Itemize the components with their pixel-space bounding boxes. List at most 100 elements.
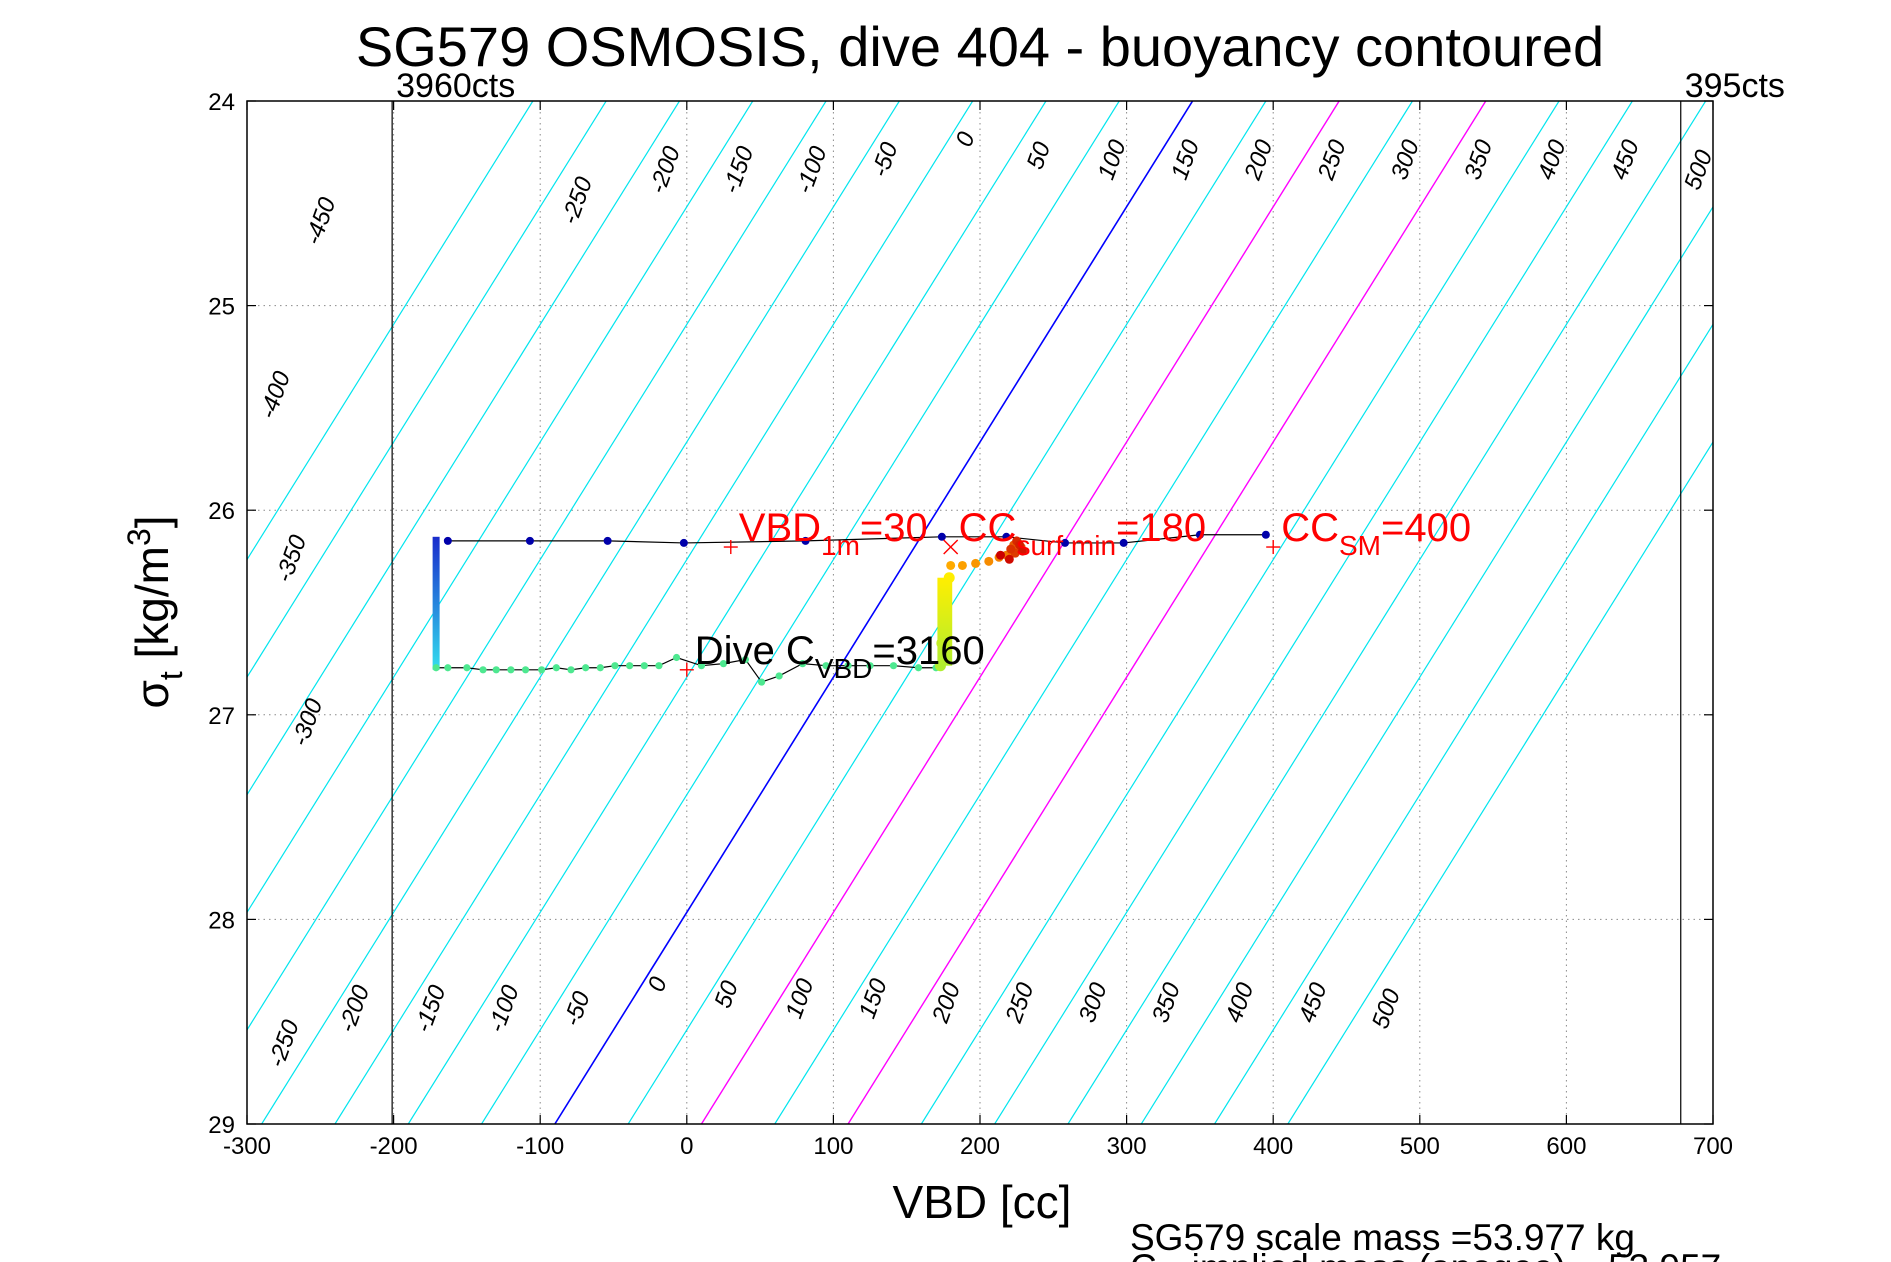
contour-label-top: 450 — [1606, 136, 1645, 183]
x-axis-ticks: -300 -200 -100 0 100 200 300 400 500 600 700 — [223, 101, 1733, 1160]
contour-label-top: -300 — [286, 695, 328, 750]
surface-point — [984, 556, 994, 566]
ascent-point — [741, 655, 750, 664]
deep-column — [432, 536, 440, 670]
contour-label-top: -250 — [556, 173, 598, 228]
divec-label-sub: VBD — [815, 653, 873, 684]
surface-point — [1018, 546, 1028, 556]
vbd1m-label-sub: 1m — [821, 530, 860, 561]
y-tick-label: 27 — [208, 703, 235, 730]
surface-point — [957, 560, 967, 570]
surface-point — [1006, 544, 1016, 554]
x-tick-label: -100 — [516, 1133, 564, 1160]
x-tick-label: 400 — [1253, 1133, 1293, 1160]
contour-label-bottom: 300 — [1074, 979, 1113, 1026]
x-tick-label: 700 — [1693, 1133, 1733, 1160]
ascent-point — [844, 662, 852, 670]
descent-point — [1195, 530, 1204, 539]
y-tick-label: 26 — [208, 498, 235, 525]
descent-point — [937, 532, 946, 541]
x-tick-label: -300 — [223, 1133, 271, 1160]
y-axis-label-text: [kg/m — [126, 546, 178, 671]
contour-label-top: 300 — [1386, 136, 1425, 183]
contour-label-bottom: 100 — [780, 975, 819, 1022]
x-tick-label: -200 — [370, 1133, 418, 1160]
ascent-point — [914, 664, 923, 672]
contour-line--450 — [247, 101, 534, 561]
contour-label-bottom: 200 — [927, 979, 967, 1027]
contour-label-top: 250 — [1312, 136, 1352, 184]
contour-label-bottom: 400 — [1220, 979, 1259, 1026]
contour-label-top: -450 — [300, 193, 342, 248]
contour-line-400 — [1140, 205, 1713, 1124]
contour-line--150 — [334, 101, 974, 1124]
divec-label: Dive CVBD=3160 — [695, 629, 985, 684]
descent-point — [1261, 530, 1270, 539]
y-tick-label: 24 — [208, 89, 235, 116]
contour-label-bottom: 150 — [854, 975, 893, 1022]
y-axis-label: σt [kg/m3] — [121, 515, 189, 708]
contour-label-bottom: -250 — [263, 1016, 305, 1071]
ccsurf-label-sub: surf min — [1016, 530, 1116, 561]
ascent-point — [655, 662, 663, 670]
contour-labels: -450 -400 -350 -300 -250 -200 -150 -100 -50 0 50 10… — [254, 128, 1718, 1071]
surfacing-band — [937, 577, 953, 666]
contour-label-top: 150 — [1166, 136, 1205, 183]
contour-label-top: 100 — [1093, 136, 1132, 183]
contour-line--400 — [247, 101, 607, 679]
ascent-point — [640, 662, 648, 670]
y-axis-ticks: 24 25 26 27 28 29 — [208, 89, 1713, 1139]
contour-line--250 — [247, 101, 827, 1032]
x-axis-label: VBD [cc] — [893, 1176, 1072, 1228]
ccsurf-label: CCsurf min=180 — [959, 506, 1206, 561]
contour-line--200 — [261, 101, 900, 1124]
ascent-point — [432, 664, 440, 672]
y-axis-label-end: ] — [126, 515, 178, 528]
contour-label-bottom: 50 — [709, 977, 744, 1012]
ascent-point — [492, 666, 500, 674]
x-tick-label: 200 — [960, 1133, 1000, 1160]
dive-track — [432, 530, 1270, 686]
ascent-point — [866, 662, 874, 670]
ascent-point — [463, 664, 471, 672]
ascent-point — [822, 662, 830, 670]
vbd-min-label: 3960cts — [396, 67, 515, 105]
contour-line--350 — [247, 101, 680, 796]
contour-line-350 — [1067, 101, 1707, 1124]
ascent-point — [775, 672, 783, 680]
contour-line-200 — [847, 101, 1487, 1124]
ccsurf-label-main: CC — [959, 506, 1017, 550]
ascent-point — [889, 662, 898, 670]
ascent-point — [479, 666, 487, 674]
descent-point — [525, 536, 534, 545]
y-tick-label: 25 — [208, 294, 235, 321]
contour-label-bottom: -150 — [410, 981, 452, 1036]
divec-label-value: =3160 — [872, 629, 984, 673]
chart-title: SG579 OSMOSIS, dive 404 - buoyancy conto… — [356, 15, 1604, 78]
contour-line-250 — [920, 101, 1560, 1124]
ccsm-label-value: =400 — [1381, 506, 1471, 550]
vbd1m-label: VBD1m=30 — [739, 506, 928, 561]
ascent-point — [507, 666, 515, 674]
ascent-point — [444, 664, 452, 672]
x-tick-label: 500 — [1400, 1133, 1440, 1160]
contour-line-150 — [774, 101, 1413, 1124]
ascent-point — [567, 666, 575, 674]
ccsurf-label-value: =180 — [1116, 506, 1206, 550]
ascent-point — [611, 662, 619, 670]
ascent-point — [757, 678, 766, 686]
ccsm-label: CCSM=400 — [1281, 506, 1471, 561]
descent-point — [603, 536, 612, 545]
surface-point — [996, 550, 1006, 560]
footer-implied-mass: C implied mass (apogee) = 53.957 — [1130, 1247, 1721, 1262]
contour-label-bottom: 0 — [643, 973, 673, 995]
ccsm-label-main: CC — [1281, 506, 1339, 550]
surface-point — [946, 560, 956, 570]
y-axis-label-sigma: σ — [126, 680, 178, 708]
footer-scale-mass: SG579 scale mass =53.977 kg — [1130, 1217, 1635, 1258]
y-tick-label: 28 — [208, 907, 235, 934]
contour-label-top: 400 — [1532, 136, 1571, 183]
y-tick-label: 29 — [208, 1112, 235, 1139]
contour-line-450 — [1214, 323, 1713, 1124]
descent-point — [1061, 538, 1070, 547]
